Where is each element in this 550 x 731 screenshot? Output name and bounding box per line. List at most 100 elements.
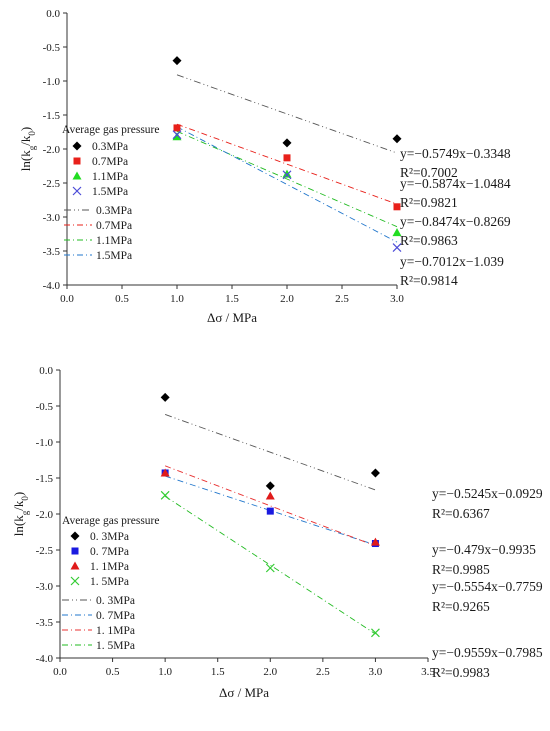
fit-line-15mpa <box>164 495 376 635</box>
legend-marker-11mpa <box>70 561 80 570</box>
legend-label-15mpa: 1. 5MPa <box>90 576 129 588</box>
marker-03mpa-point <box>160 392 170 402</box>
y-tick-label: 0.0 <box>39 365 53 377</box>
marker-15mpa-point <box>265 563 275 573</box>
fit-line-15mpa <box>176 126 398 243</box>
fit-r2-07mpa: R²=0.9821 <box>400 195 458 210</box>
marker-07mpa-point <box>173 124 181 132</box>
legend-marker-07mpa <box>71 547 79 555</box>
x-tick-label: 1.5 <box>211 666 225 678</box>
chart-bottom: 0.0 0.5 1.0 1.5 2.0 2.5 3.0 3.5 0.0 -0.5 -1.0 -1.5 -… <box>11 365 543 700</box>
x-tick-label: 0.5 <box>106 666 120 678</box>
fit-line-03mpa <box>176 74 398 154</box>
x-tick-label: 2.5 <box>335 293 349 305</box>
y-axis-title: ln(kg/k0) <box>11 492 30 536</box>
legend-title: Average gas pressure <box>62 515 160 527</box>
marker-03mpa-point <box>282 138 292 148</box>
y-tick-label: -4.0 <box>43 280 61 292</box>
legend-label-15mpa: 1.5MPa <box>92 186 128 198</box>
y-axis-title-subscript: g <box>20 510 30 515</box>
y-axis-title-subscript: g <box>27 145 37 150</box>
marker-15mpa-point <box>282 170 292 180</box>
marker-15mpa-point <box>172 130 182 140</box>
y-axis-title-part: ) <box>11 492 26 496</box>
y-axis-title-subscript: 0 <box>20 496 30 501</box>
marker-15mpa-point <box>392 243 402 253</box>
legend-fit-label-11mpa: 1.1MPa <box>96 235 132 247</box>
y-tick-label: -0.5 <box>36 401 54 413</box>
x-tick-label: 1.5 <box>225 293 239 305</box>
y-tick-label: -3.0 <box>36 581 54 593</box>
marker-11mpa-point <box>370 537 380 546</box>
marker-11mpa-point <box>282 169 292 178</box>
x-tick-label: 0.5 <box>115 293 129 305</box>
fit-r2-15mpa: R²=0.9814 <box>400 273 458 288</box>
y-tick-label: 0.0 <box>46 8 60 20</box>
x-tick-label: 0.0 <box>53 666 67 678</box>
legend-marker-15mpa <box>72 186 82 196</box>
legend-marker-11mpa <box>72 171 82 180</box>
fit-equation-03mpa: y=−0.5749x−0.3348 <box>400 146 511 161</box>
marker-11mpa-point <box>160 468 170 477</box>
x-axis-title: Δσ / MPa <box>207 310 257 325</box>
y-tick-label: -2.0 <box>36 509 54 521</box>
y-tick-label: -4.0 <box>36 653 54 665</box>
chart-top: 0.0 0.5 1.0 1.5 2.0 2.5 3.0 0.0 -0.5 -1.0 -1.5 -2.0… <box>18 8 511 325</box>
legend-marker-15mpa <box>70 576 80 586</box>
x-axis-title: Δσ / MPa <box>219 685 269 700</box>
y-axis-title: ln(kg/k0) <box>18 127 37 171</box>
x-tick-label: 0.0 <box>60 293 74 305</box>
legend-label-07mpa: 0.7MPa <box>92 156 128 168</box>
fit-equation-11mpa: y=−0.5554x−0.7759 <box>432 579 543 594</box>
fit-equation-15mpa: y=−0.9559x−0.7985 <box>432 645 543 660</box>
fit-r2-11mpa: R²=0.9863 <box>400 233 458 248</box>
fit-equation-03mpa: y=−0.5245x−0.0929 <box>432 486 543 501</box>
fit-r2-11mpa: R²=0.9265 <box>432 599 490 614</box>
fit-r2-03mpa: R²=0.6367 <box>432 506 490 521</box>
legend-marker-03mpa <box>72 141 82 151</box>
legend-marker-07mpa <box>73 157 81 165</box>
y-tick-label: -0.5 <box>43 42 61 54</box>
fit-equation-11mpa: y=−0.8474x−0.8269 <box>400 214 511 229</box>
legend-fit-label-07mpa: 0. 7MPa <box>96 610 135 622</box>
y-axis-title-part: ln(k <box>11 515 26 536</box>
fit-line-11mpa <box>164 465 376 547</box>
y-tick-label: -1.5 <box>43 110 61 122</box>
marker-07mpa-point <box>393 203 401 211</box>
y-tick-label: -2.5 <box>36 545 54 557</box>
marker-03mpa-point <box>265 481 275 491</box>
fit-equation-07mpa: y=−0.479x−0.9935 <box>432 542 536 557</box>
x-tick-label: 3.0 <box>390 293 404 305</box>
legend-fit-label-11mpa: 1. 1MPa <box>96 625 135 637</box>
legend-label-03mpa: 0. 3MPa <box>90 531 129 543</box>
legend-fit-label-07mpa: 0.7MPa <box>96 220 132 232</box>
marker-15mpa-point <box>160 490 170 500</box>
y-tick-label: -1.0 <box>36 437 54 449</box>
fit-r2-03mpa: R²=0.7002 <box>400 165 458 180</box>
y-tick-label: -2.0 <box>43 144 61 156</box>
y-tick-label: -3.5 <box>36 617 54 629</box>
fit-r2-07mpa: R²=0.9985 <box>432 562 490 577</box>
y-tick-label: -2.5 <box>43 178 61 190</box>
x-tick-label: 3.0 <box>369 666 383 678</box>
y-tick-label: -1.0 <box>43 76 61 88</box>
x-tick-label: 3.5 <box>421 666 435 678</box>
x-tick-label: 2.0 <box>263 666 277 678</box>
legend-label-11mpa: 1.1MPa <box>92 171 128 183</box>
legend-fit-label-15mpa: 1. 5MPa <box>96 640 135 652</box>
y-tick-label: -3.5 <box>43 246 61 258</box>
y-axis-title-part: ) <box>18 127 33 131</box>
legend: Average gas pressure 0. 3MPa 0. 7MPa 1. 1MP… <box>62 515 160 652</box>
fit-equation-07mpa: y=−0.5874x−1.0484 <box>400 176 511 191</box>
legend-label-07mpa: 0. 7MPa <box>90 546 129 558</box>
marker-11mpa-point <box>265 491 275 500</box>
legend-title: Average gas pressure <box>62 124 160 136</box>
legend-fit-label-03mpa: 0. 3MPa <box>96 595 135 607</box>
x-tick-label: 2.5 <box>316 666 330 678</box>
marker-07mpa-point <box>283 154 291 162</box>
fit-line-07mpa <box>165 475 376 546</box>
marker-03mpa-point <box>370 468 380 478</box>
y-axis-title-part: ln(k <box>18 150 33 171</box>
marker-03mpa-point <box>172 56 182 66</box>
fit-equation-15mpa: y=−0.7012x−1.039 <box>400 254 504 269</box>
